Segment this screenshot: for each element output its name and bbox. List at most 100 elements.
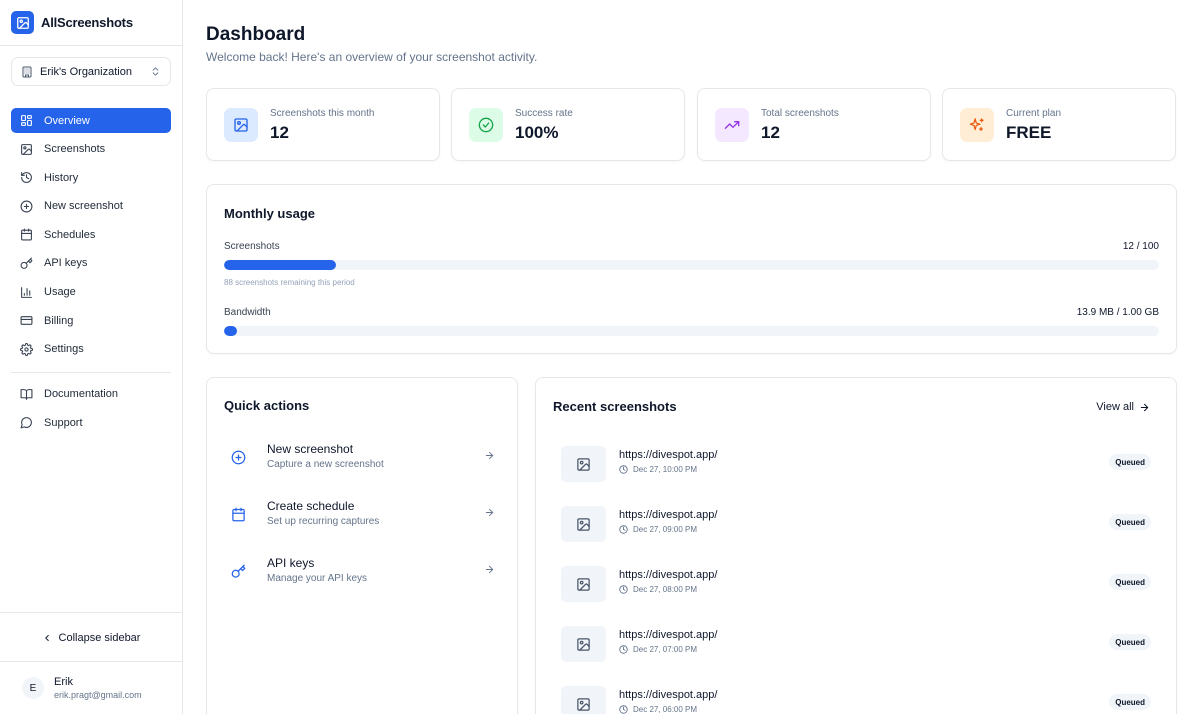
sidebar-item-label: Usage — [44, 286, 76, 299]
image-icon — [21, 143, 32, 155]
usage-screenshots-bar — [224, 260, 1159, 270]
sidebar-item-settings[interactable]: Settings — [11, 337, 171, 362]
sidebar-item-billing[interactable]: Billing — [11, 308, 171, 333]
sidebar-item-label: Schedules — [44, 228, 96, 241]
building-icon — [22, 66, 32, 77]
sidebar-item-screenshots[interactable]: Screenshots — [11, 137, 171, 162]
sidebar-item-usage[interactable]: Usage — [11, 280, 171, 305]
brand[interactable]: AllScreenshots — [11, 11, 133, 34]
quick-action-new-screenshot[interactable]: New screenshot Capture a new screenshot — [225, 442, 495, 482]
quick-action-title: Create schedule — [267, 499, 355, 513]
usage-bandwidth-value: 13.9 MB / 1.00 GB — [1076, 307, 1159, 318]
status-badge: Queued — [1109, 574, 1151, 590]
organization-switcher[interactable]: Erik's Organization — [11, 57, 171, 86]
quick-action-create-schedule[interactable]: Create schedule Set up recurring capture… — [225, 499, 495, 539]
screenshot-time: Dec 27, 07:00 PM — [619, 645, 697, 654]
divider — [0, 45, 182, 46]
quick-action-title: New screenshot — [267, 442, 354, 456]
plus-circle-icon — [20, 200, 33, 213]
usage-screenshots-value: 12 / 100 — [1122, 241, 1159, 252]
sidebar-item-label: Screenshots — [44, 143, 106, 156]
screenshot-url: https://divespot.app/ — [619, 569, 718, 581]
stat-label: Current plan — [1006, 108, 1062, 119]
screenshot-time-label: Dec 27, 09:00 PM — [633, 525, 698, 534]
key-icon — [20, 257, 33, 269]
arrow-right-icon — [485, 565, 494, 574]
arrow-right-icon — [1140, 403, 1149, 411]
view-all-link[interactable]: View all — [1096, 401, 1150, 413]
key-icon — [225, 558, 251, 584]
status-badge: Queued — [1109, 694, 1151, 710]
sidebar-item-new-screenshot[interactable]: New screenshot — [11, 194, 171, 219]
image-icon — [561, 506, 606, 542]
check-circle-icon — [469, 108, 503, 142]
stat-card-current-plan: Current plan FREE — [942, 88, 1176, 161]
image-icon — [224, 108, 258, 142]
credit-card-icon — [20, 316, 33, 325]
organization-name: Erik's Organization — [40, 65, 132, 78]
stat-value: 100% — [515, 123, 559, 142]
collapse-sidebar-label: Collapse sidebar — [58, 631, 141, 644]
quick-action-description: Set up recurring captures — [267, 516, 380, 527]
user-name: Erik — [54, 676, 73, 688]
collapse-sidebar-button[interactable]: Collapse sidebar — [0, 625, 182, 650]
screenshot-time-label: Dec 27, 10:00 PM — [633, 465, 698, 474]
stat-label: Screenshots this month — [270, 108, 375, 119]
status-badge: Queued — [1109, 454, 1151, 470]
usage-screenshots-label: Screenshots — [224, 241, 280, 252]
list-item[interactable]: https://divespot.app/ Dec 27, 08:00 PM Q… — [561, 566, 1151, 602]
usage-bandwidth-label: Bandwidth — [224, 307, 271, 318]
screenshot-time-label: Dec 27, 07:00 PM — [633, 645, 698, 654]
sidebar-item-history[interactable]: History — [11, 165, 171, 190]
view-all-label: View all — [1096, 401, 1134, 413]
sidebar-item-label: Documentation — [44, 388, 118, 401]
quick-action-description: Capture a new screenshot — [267, 459, 384, 470]
card-title: Quick actions — [224, 398, 310, 413]
sidebar-item-overview[interactable]: Overview — [11, 108, 171, 133]
sidebar-nav: Overview Screenshots History New screens… — [11, 108, 171, 439]
sidebar-item-label: Overview — [44, 114, 90, 127]
quick-action-title: API keys — [267, 556, 315, 570]
screenshot-url: https://divespot.app/ — [619, 629, 718, 641]
sidebar-item-label: History — [44, 171, 79, 184]
chevron-left-icon — [44, 634, 49, 641]
stat-card-screenshots-month: Screenshots this month 12 — [206, 88, 440, 161]
divider — [0, 661, 182, 662]
user-profile[interactable]: E Erik erik.pragt@gmail.com — [22, 676, 142, 700]
page-subtitle: Welcome back! Here's an overview of your… — [206, 50, 538, 64]
message-circle-icon — [20, 417, 32, 429]
image-icon — [561, 626, 606, 662]
sidebar-item-support[interactable]: Support — [11, 410, 171, 435]
arrow-right-icon — [485, 451, 494, 460]
list-item[interactable]: https://divespot.app/ Dec 27, 10:00 PM Q… — [561, 446, 1151, 482]
sidebar-item-label: Support — [44, 416, 83, 429]
list-item[interactable]: https://divespot.app/ Dec 27, 09:00 PM Q… — [561, 506, 1151, 542]
page-title: Dashboard — [206, 24, 306, 45]
sidebar: AllScreenshots Erik's Organization Overv… — [0, 0, 183, 714]
quick-action-description: Manage your API keys — [267, 573, 368, 584]
gear-icon — [20, 342, 33, 356]
screenshot-url: https://divespot.app/ — [619, 449, 718, 461]
image-icon — [561, 686, 606, 714]
card-title: Monthly usage — [224, 206, 316, 221]
screenshot-time: Dec 27, 10:00 PM — [619, 465, 697, 474]
nav-divider — [11, 371, 171, 373]
stat-label: Total screenshots — [761, 108, 839, 119]
sidebar-item-schedules[interactable]: Schedules — [11, 222, 171, 247]
card-title: Recent screenshots — [553, 399, 677, 414]
sidebar-item-documentation[interactable]: Documentation — [11, 382, 171, 407]
quick-actions-card: Quick actions New screenshot Capture a n… — [206, 377, 518, 714]
list-item[interactable]: https://divespot.app/ Dec 27, 07:00 PM Q… — [561, 626, 1151, 662]
screenshot-url: https://divespot.app/ — [619, 689, 718, 701]
quick-action-api-keys[interactable]: API keys Manage your API keys — [225, 556, 495, 596]
trending-up-icon — [715, 108, 749, 142]
plus-circle-icon — [225, 444, 251, 470]
monthly-usage-card: Monthly usage Screenshots 12 / 100 88 sc… — [206, 184, 1177, 354]
sidebar-item-api-keys[interactable]: API keys — [11, 251, 171, 276]
history-icon — [21, 172, 32, 184]
calendar-icon — [21, 228, 32, 241]
list-item[interactable]: https://divespot.app/ Dec 27, 06:00 PM Q… — [561, 686, 1151, 714]
screenshot-time: Dec 27, 08:00 PM — [619, 585, 697, 594]
sidebar-item-label: New screenshot — [44, 200, 123, 213]
clock-icon — [619, 585, 628, 594]
